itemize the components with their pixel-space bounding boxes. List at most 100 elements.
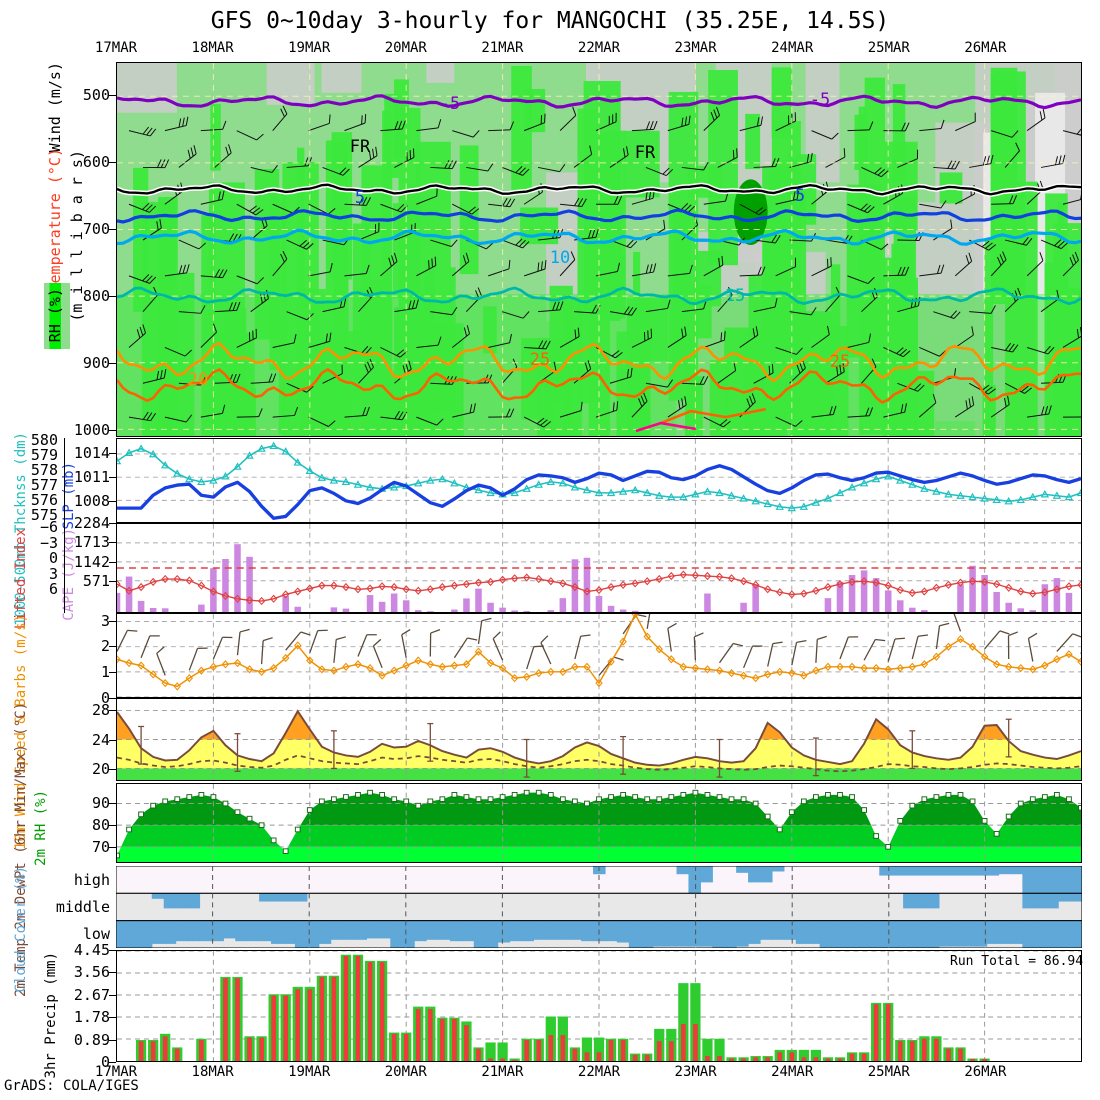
thickness-axis-tick: 575 — [30, 506, 58, 524]
axis-tick-mark — [109, 709, 116, 711]
panel-cloud-cover — [116, 866, 1082, 948]
axis-tick: 700 — [82, 220, 110, 239]
axis-tick: 90 — [91, 794, 110, 812]
axis-tick-mark — [109, 620, 116, 622]
top-date-label: 18MAR — [191, 40, 234, 56]
axis-tick-mark — [109, 453, 116, 455]
axis-tick: 500 — [82, 86, 110, 105]
lifted-index-axis-tick: 6 — [48, 580, 58, 598]
precip-plot — [117, 951, 1081, 1061]
contour-label: -5 — [439, 94, 461, 114]
axis-tick-mark — [109, 803, 116, 804]
bottom-date-label: 21MAR — [481, 1064, 524, 1080]
axis-tick-mark — [109, 672, 116, 674]
axis-label-rh2m: 2m RH (%) — [33, 790, 49, 866]
axis-tick-mark — [109, 950, 116, 951]
temp2m-plot — [117, 699, 1081, 780]
axis-tick-mark — [109, 698, 116, 699]
top-date-label: 22MAR — [577, 40, 621, 56]
axis-tick-mark — [109, 825, 116, 827]
run-total-annotation: Run Total = 86.94 — [950, 954, 1084, 969]
panel-precip — [116, 950, 1082, 1062]
panel-li-cape — [116, 523, 1082, 613]
axis-tick-mark — [109, 542, 116, 544]
thickness-axis-tick: 578 — [30, 461, 58, 479]
axis-tick-mark — [109, 523, 116, 524]
axis-label-wind: Wind (m/s) — [46, 62, 64, 153]
axis-tick: 1.78 — [73, 1008, 110, 1027]
cloud-row-label: high — [73, 870, 110, 889]
cloud-row-label: low — [82, 925, 110, 944]
rh-legend-swatch — [44, 283, 70, 349]
lifted-index-axis-tick: −6 — [39, 518, 58, 536]
axis-tick: 70 — [91, 838, 110, 857]
axis-tick-mark — [109, 430, 116, 432]
footer-credit: GrADS: COLA/IGES — [4, 1078, 139, 1094]
contour-label: FR — [349, 137, 371, 157]
contour-label: FR — [634, 143, 656, 163]
axis-tick-mark — [109, 994, 116, 996]
lifted-index-axis-tick: −3 — [39, 533, 58, 552]
axis-tick: 1008 — [73, 491, 110, 510]
axis-tick-mark — [109, 95, 116, 97]
axis-tick: 4.45 — [73, 941, 110, 959]
axis-label-temperature: Temperature (°C) — [46, 148, 64, 293]
bottom-date-label: 26MAR — [964, 1064, 1007, 1080]
panel-upper-air — [116, 62, 1082, 437]
axis-tick: 800 — [82, 287, 110, 306]
top-date-label: 20MAR — [384, 40, 427, 56]
axis-tick: 80 — [91, 816, 110, 835]
axis-tick: 1014 — [73, 444, 110, 463]
axis-tick-mark — [109, 646, 116, 648]
axis-tick: 2 — [100, 637, 110, 656]
panel-wind10m — [116, 613, 1082, 698]
axis-tick: 3.56 — [73, 963, 110, 982]
bottom-date-label: 17MAR — [94, 1064, 138, 1080]
top-date-label: 17MAR — [94, 40, 138, 56]
bottom-date-label: 22MAR — [577, 1064, 621, 1080]
axis-tick: 0.89 — [73, 1030, 110, 1049]
axis-tick: 2284 — [73, 514, 110, 532]
axis-label-rh: RH (%) — [46, 288, 64, 343]
wind10m-plot — [117, 614, 1081, 697]
axis-tick: 20 — [91, 760, 110, 779]
thickness-axis-tick: 580 — [30, 431, 58, 449]
axis-tick-mark — [109, 1017, 116, 1019]
axis-tick-mark — [109, 561, 116, 563]
panel-rh2m — [116, 783, 1082, 863]
axis-tick: 1000 — [73, 421, 110, 440]
axis-tick-mark — [109, 769, 116, 771]
bottom-date-label: 23MAR — [674, 1064, 717, 1080]
page-title: GFS 0~10day 3-hourly for MANGOCHI (35.25… — [210, 8, 890, 34]
axis-tick: 1 — [100, 663, 110, 682]
axis-label-precip: 3hr Precip (mm) — [43, 952, 59, 1079]
cloud-cover-plot — [116, 866, 1082, 948]
axis-tick: 600 — [82, 153, 110, 172]
top-date-label: 23MAR — [674, 40, 717, 56]
axis-tick: 1713 — [73, 533, 110, 552]
upper-air-plot — [117, 63, 1081, 436]
thickness-axis-line — [64, 438, 65, 523]
thickness-slp-plot — [117, 439, 1081, 522]
contour-label: 20 — [187, 370, 209, 390]
lifted-index-axis-line — [64, 523, 65, 613]
thickness-axis-tick: 577 — [30, 476, 58, 494]
axis-tick-mark — [109, 162, 116, 164]
top-date-label: 24MAR — [771, 40, 814, 56]
axis-tick: 0 — [100, 1053, 110, 1071]
bottom-date-label: 19MAR — [288, 1064, 331, 1080]
axis-tick: 3 — [100, 611, 110, 630]
legend-precip-convective: Convective — [0, 952, 3, 1037]
axis-tick: 900 — [82, 354, 110, 373]
axis-tick: 24 — [91, 730, 110, 749]
axis-tick-mark — [109, 581, 116, 583]
axis-tick-mark — [109, 477, 116, 479]
axis-tick-mark — [109, 296, 116, 298]
axis-tick: 28 — [91, 700, 110, 719]
axis-tick-mark — [109, 972, 116, 974]
lifted-index-axis-tick: 0 — [48, 549, 58, 567]
thickness-axis-tick: 579 — [30, 446, 58, 464]
contour-label: 5 — [794, 186, 806, 206]
axis-tick: 2.67 — [73, 985, 110, 1004]
